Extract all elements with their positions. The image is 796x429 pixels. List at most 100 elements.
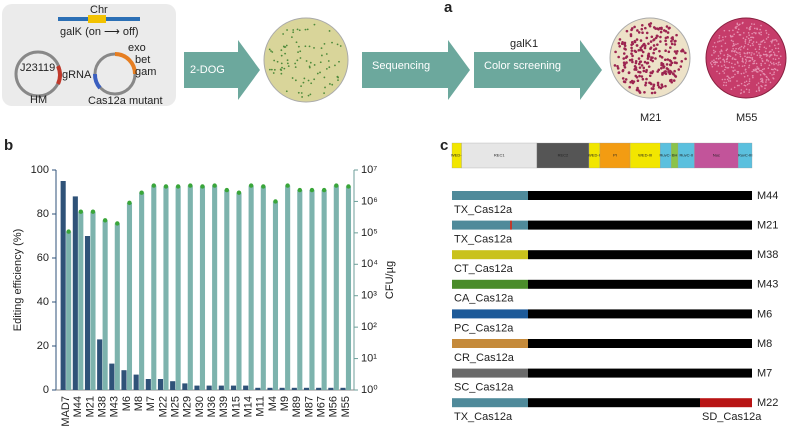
colony bbox=[640, 23, 644, 27]
bar bbox=[187, 185, 193, 390]
colony bbox=[723, 72, 726, 74]
y2-tick-label: 10⁴ bbox=[361, 258, 378, 270]
colony bbox=[763, 73, 765, 75]
colony bbox=[282, 33, 285, 35]
x-tick-label: M87 bbox=[303, 396, 315, 417]
colony bbox=[737, 28, 740, 31]
x-tick-label: M7 bbox=[145, 396, 157, 411]
bar bbox=[297, 190, 303, 390]
domain-label: RuvC-I bbox=[659, 153, 671, 158]
colony bbox=[771, 73, 773, 76]
x-tick-label: M14 bbox=[242, 396, 254, 417]
x-tick-label: M11 bbox=[255, 396, 267, 417]
bar-cap bbox=[188, 183, 193, 188]
colony bbox=[769, 54, 772, 57]
colony bbox=[283, 67, 286, 70]
colony bbox=[752, 36, 755, 39]
domain-label: RuvC-III bbox=[738, 153, 753, 158]
bar bbox=[84, 236, 91, 390]
colony bbox=[751, 52, 753, 54]
bar-cap bbox=[163, 184, 169, 189]
colony bbox=[643, 44, 647, 48]
colony bbox=[313, 78, 316, 81]
colony bbox=[644, 83, 647, 87]
y-axis-label: Editing efficiency (%) bbox=[12, 229, 24, 332]
colony bbox=[732, 29, 734, 32]
colony bbox=[767, 67, 770, 70]
colony bbox=[633, 67, 637, 71]
colony bbox=[716, 70, 718, 73]
construct-body bbox=[528, 368, 752, 378]
colony bbox=[723, 81, 725, 84]
colony bbox=[773, 71, 775, 73]
colony bbox=[751, 70, 754, 73]
bar bbox=[199, 186, 206, 390]
colony bbox=[711, 60, 713, 63]
colony bbox=[740, 82, 743, 85]
colony bbox=[297, 91, 300, 94]
colony bbox=[623, 80, 627, 84]
colony bbox=[745, 71, 747, 73]
colony bbox=[649, 81, 652, 85]
colony bbox=[723, 64, 726, 66]
colony bbox=[270, 50, 272, 52]
bar bbox=[218, 385, 224, 390]
colony bbox=[303, 77, 306, 80]
colony bbox=[675, 52, 678, 55]
colony bbox=[758, 48, 761, 51]
bar bbox=[121, 370, 127, 390]
colony bbox=[651, 56, 654, 59]
construct-name: M22 bbox=[757, 397, 778, 409]
colony bbox=[769, 61, 772, 63]
bar bbox=[291, 387, 297, 390]
construct-head bbox=[452, 309, 528, 319]
colony bbox=[774, 68, 777, 71]
colony bbox=[762, 39, 765, 42]
colony bbox=[743, 91, 745, 94]
domain-label: RuvC-II bbox=[679, 153, 693, 158]
colony bbox=[670, 80, 674, 84]
colony bbox=[664, 43, 668, 46]
colony bbox=[710, 63, 713, 66]
step-label: Color screening bbox=[484, 60, 561, 72]
colony bbox=[722, 70, 724, 73]
construct-body bbox=[528, 279, 752, 289]
colony bbox=[728, 76, 730, 79]
colony bbox=[739, 55, 742, 58]
colony bbox=[680, 60, 684, 63]
grna-label: gRNA bbox=[62, 69, 92, 81]
panel-label: b bbox=[4, 137, 13, 154]
domain bbox=[599, 142, 631, 169]
colony bbox=[753, 27, 756, 30]
colony bbox=[777, 47, 780, 50]
bar bbox=[126, 202, 133, 390]
colony bbox=[630, 49, 634, 52]
colony bbox=[748, 41, 751, 43]
colony bbox=[752, 76, 754, 79]
colony bbox=[768, 79, 770, 81]
colony bbox=[727, 66, 730, 69]
colony bbox=[748, 26, 751, 29]
colony bbox=[660, 83, 664, 87]
colony bbox=[661, 85, 664, 88]
colony bbox=[291, 36, 293, 39]
colony bbox=[647, 65, 651, 68]
colony bbox=[746, 48, 749, 51]
colony bbox=[624, 48, 627, 51]
colony bbox=[768, 55, 771, 58]
colony bbox=[648, 74, 652, 78]
colony bbox=[639, 39, 643, 42]
bar bbox=[109, 363, 115, 390]
colony bbox=[642, 69, 646, 73]
colony bbox=[743, 32, 745, 34]
construct-body bbox=[528, 398, 700, 408]
colony bbox=[628, 85, 631, 89]
colony bbox=[759, 43, 762, 46]
colony bbox=[758, 69, 761, 72]
colony bbox=[654, 36, 658, 40]
colony bbox=[748, 64, 751, 67]
bar bbox=[267, 387, 273, 390]
colony bbox=[744, 42, 747, 44]
colony bbox=[620, 42, 624, 46]
construct-label: TX_Cas12a bbox=[454, 411, 513, 423]
